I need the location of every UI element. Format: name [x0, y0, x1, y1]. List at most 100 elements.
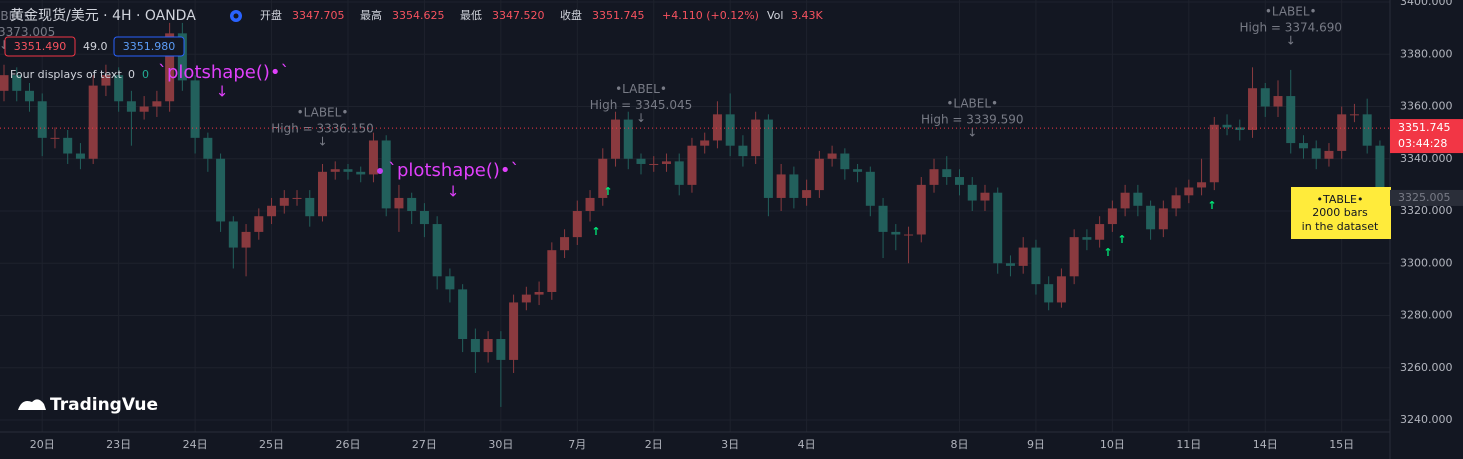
candle-body — [674, 161, 684, 185]
candle-body — [254, 216, 264, 232]
candle-body — [993, 192, 1003, 264]
candle-body — [432, 224, 442, 277]
logo-text: TradingVue — [50, 395, 158, 415]
grid — [0, 0, 1390, 432]
candle-body — [419, 211, 429, 225]
label-arrow: ↓ — [636, 111, 646, 125]
label-text: High = 3345.045 — [590, 98, 693, 112]
candle-body — [394, 197, 404, 209]
open-value: 3347.705 — [292, 9, 345, 22]
box2-value: 3351.980 — [123, 40, 176, 53]
candle-body — [1005, 263, 1015, 266]
candle-body — [165, 33, 175, 102]
candle-body — [955, 177, 964, 185]
x-tick-label: 24日 — [183, 438, 208, 451]
candle-body — [1273, 96, 1283, 107]
candle-body — [1095, 224, 1105, 240]
indicator-name: Four displays of text — [10, 68, 122, 81]
x-tick-label: 30日 — [488, 438, 513, 451]
candle-body — [1337, 114, 1347, 151]
candle-body — [470, 339, 480, 353]
candle-body — [1184, 187, 1194, 196]
up-arrow: ↑ — [603, 185, 612, 198]
x-tick-label: 2日 — [645, 438, 663, 451]
candle-body — [1018, 247, 1028, 266]
high-value: 3354.625 — [392, 9, 445, 22]
candle-body — [521, 294, 531, 303]
candle-body — [1158, 208, 1168, 230]
up-arrow: ↑ — [1103, 246, 1112, 259]
y-tick-label: 3360.000 — [1400, 100, 1453, 113]
candle-body — [738, 145, 748, 157]
marker-price-tag — [1390, 189, 1463, 206]
candle-body — [292, 197, 302, 199]
x-tick-label: 8日 — [951, 438, 969, 451]
candle-body — [712, 114, 722, 141]
label-title: •LABEL• — [946, 96, 998, 110]
y-tick-label: 3280.000 — [1400, 309, 1453, 322]
candle-body — [63, 137, 73, 154]
high-label: 最高 — [360, 8, 382, 22]
countdown: 03:44:28 — [1398, 137, 1447, 150]
candle-body — [1375, 145, 1385, 198]
up-arrow: ↑ — [1117, 233, 1126, 246]
x-tick-label: 15日 — [1329, 438, 1354, 451]
candle-body — [190, 80, 200, 138]
table-line: in the dataset — [1302, 220, 1379, 233]
candle-body — [1044, 284, 1054, 303]
candle-body — [88, 85, 98, 159]
label-text: High = 3336.150 — [271, 121, 374, 135]
candle-body — [853, 169, 863, 172]
candle-body — [1197, 182, 1207, 188]
candle-body — [216, 158, 226, 222]
candle-body — [126, 101, 136, 112]
candle-body — [802, 190, 812, 198]
x-tick-label: 9日 — [1027, 438, 1045, 451]
candle-body — [368, 140, 378, 175]
label-text: High = 3373.005 — [0, 25, 55, 39]
candle-body — [177, 33, 187, 81]
label-title: •LABEL• — [0, 9, 30, 23]
candle-body — [203, 137, 213, 159]
candle-body — [687, 145, 697, 185]
candle-body — [1146, 205, 1156, 230]
close-value: 3351.745 — [592, 9, 645, 22]
symbol: 黄金现货/美元 · 4H · OANDA — [10, 7, 196, 24]
candle-body — [789, 174, 799, 198]
box1-value: 3351.490 — [14, 40, 67, 53]
y-tick-label: 3340.000 — [1400, 152, 1453, 165]
candle-body — [572, 211, 582, 238]
candle-body — [458, 289, 468, 340]
label-arrow: ↓ — [967, 125, 977, 139]
candle-body — [1324, 150, 1334, 159]
candle-body — [865, 171, 875, 206]
low-label: 最低 — [460, 9, 482, 22]
candle-body — [1235, 127, 1245, 131]
last-price-label: 3351.745 — [1398, 121, 1451, 134]
candle-body — [24, 90, 34, 102]
up-arrows: ↑ ↑ ↑ ↑ ↑ — [591, 185, 1216, 259]
candle-body — [75, 153, 85, 159]
label-title: •LABEL• — [1265, 5, 1317, 19]
candle-body — [407, 197, 417, 211]
candle-body — [1082, 237, 1092, 240]
candle-body — [725, 114, 735, 146]
candle-body — [751, 119, 761, 157]
vol-label: Vol — [767, 9, 783, 22]
label-arrow: ↓ — [1286, 34, 1296, 48]
candle-body — [267, 205, 277, 217]
candle-body — [967, 184, 977, 201]
candle-body — [1107, 208, 1117, 225]
candle-body — [661, 161, 671, 164]
box2 — [113, 36, 185, 57]
low-value: 3347.520 — [492, 9, 545, 22]
candle-body — [814, 158, 824, 191]
label-text: High = 3374.690 — [1239, 21, 1342, 35]
open-label: 开盘 — [260, 8, 282, 22]
candle-body — [623, 119, 633, 159]
candle-body — [241, 231, 251, 248]
change: +4.110 (+0.12%) — [662, 9, 759, 22]
candle-body — [891, 231, 901, 235]
